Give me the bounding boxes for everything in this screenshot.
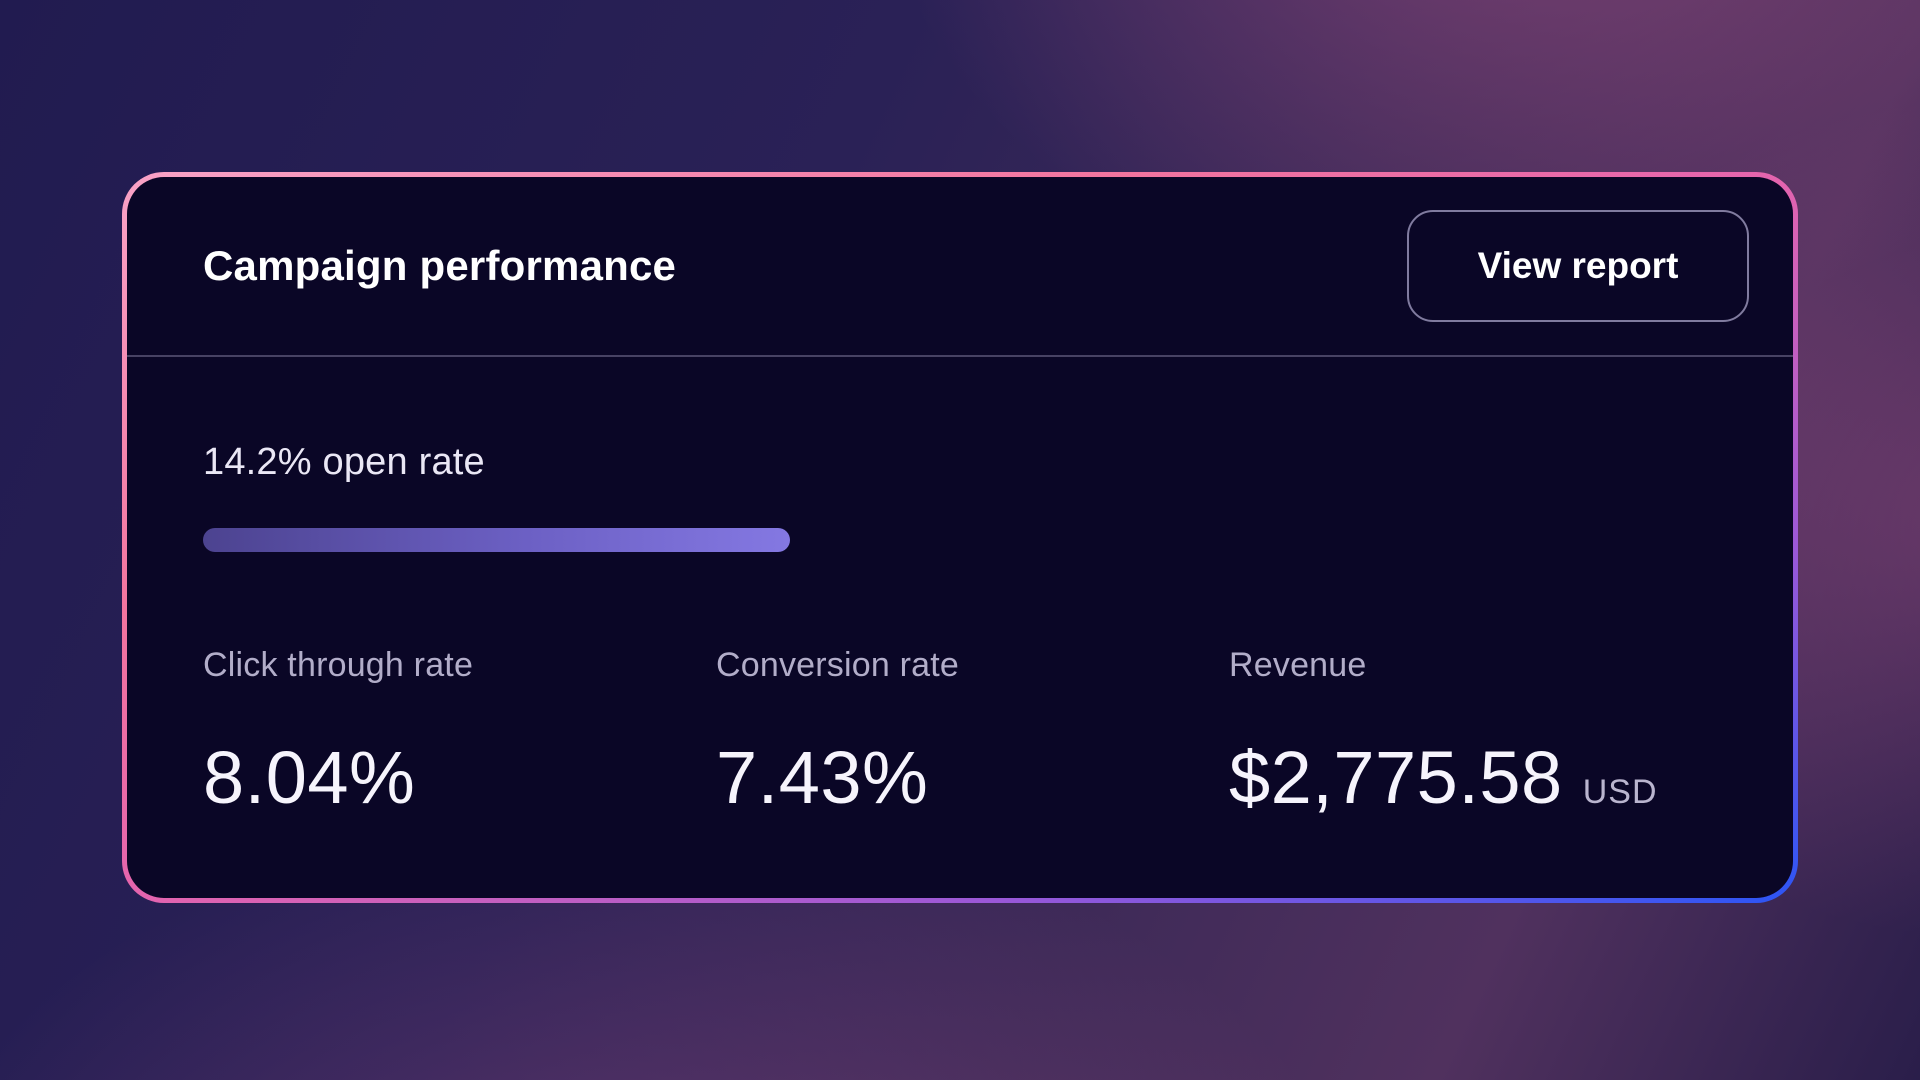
stats-row: Click through rate 8.04% Conversion rate… xyxy=(203,646,1749,820)
view-report-button[interactable]: View report xyxy=(1407,210,1749,322)
card-body: 14.2% open rate Click through rate 8.04%… xyxy=(127,357,1793,898)
stat-value: 8.04% xyxy=(203,736,416,819)
stat-label: Conversion rate xyxy=(716,646,960,684)
stat-value: 7.43% xyxy=(716,736,929,819)
card-header: Campaign performance View report xyxy=(127,177,1793,357)
open-rate-progress-fill xyxy=(203,528,791,552)
stat-label: Click through rate xyxy=(203,646,474,684)
campaign-performance-card: Campaign performance View report 14.2% o… xyxy=(127,177,1793,898)
stat-value-row: $2,775.58 USD xyxy=(1229,735,1749,820)
campaign-card-gradient-border: Campaign performance View report 14.2% o… xyxy=(122,172,1798,903)
stat-value-row: 7.43% xyxy=(716,735,1229,820)
stat-value-row: 8.04% xyxy=(203,735,716,820)
card-title: Campaign performance xyxy=(203,242,677,289)
open-rate-progress-track xyxy=(203,528,1749,552)
stat-revenue: Revenue $2,775.58 USD xyxy=(1229,646,1749,820)
stat-click-through-rate: Click through rate 8.04% xyxy=(203,646,716,820)
stat-conversion-rate: Conversion rate 7.43% xyxy=(716,646,1229,820)
stat-currency-suffix: USD xyxy=(1582,773,1658,811)
stat-label: Revenue xyxy=(1229,646,1367,684)
open-rate-text: 14.2% open rate xyxy=(203,441,485,483)
stat-value: $2,775.58 xyxy=(1229,736,1563,819)
